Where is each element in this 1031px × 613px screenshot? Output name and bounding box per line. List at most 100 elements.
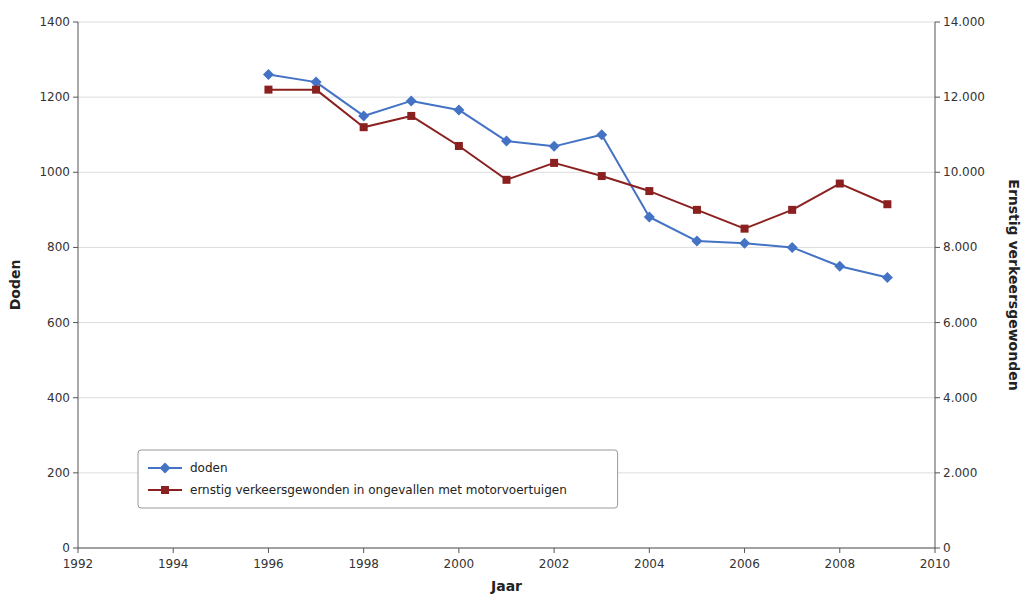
series [264,86,891,233]
y2-tick [935,548,940,549]
y2-tick [935,397,940,398]
y2-tick [935,97,940,98]
x-axis-line [78,548,935,549]
y2-tick-label: 4.000 [943,391,977,405]
grid-line [78,247,935,248]
x-tick-label: 1996 [253,557,284,571]
point [741,225,749,233]
x-tick [363,548,364,553]
point [788,206,796,214]
x-tick [744,548,745,553]
axes: 1992199419961998200020022004200620082010… [39,15,985,571]
chart: 1992199419961998200020022004200620082010… [0,0,1031,613]
point [834,261,845,272]
point [312,86,320,94]
y-tick-label: 400 [47,391,70,405]
point [739,238,750,249]
grid-line [78,322,935,323]
y2-tick [935,247,940,248]
point [836,180,844,188]
grid-line [78,548,935,549]
y-tick-label: 1000 [39,165,70,179]
point [598,172,606,180]
point [503,176,511,184]
point [264,86,272,94]
y-tick [73,247,78,248]
grid-line [78,97,935,98]
x-tick [268,548,269,553]
y-tick [73,97,78,98]
grid-line [78,397,935,398]
point [645,187,653,195]
y2-tick [935,472,940,473]
legend: dodenernstig verkeersgewonden in ongeval… [138,450,618,508]
point [550,159,558,167]
y2-tick [935,172,940,173]
point [501,136,512,147]
x-tick-label: 2010 [920,557,951,571]
y2-tick-label: 12.000 [943,90,985,104]
y2-tick-label: 8.000 [943,240,977,254]
point [883,200,891,208]
point [358,110,369,121]
point [644,211,655,222]
x-tick [78,548,79,553]
y2-axis-label: Ernstig verkeersgewonden [1006,179,1022,390]
point [360,123,368,131]
y2-tick-label: 14.000 [943,15,985,29]
x-tick-label: 2006 [729,557,760,571]
x-tick [173,548,174,553]
point [882,272,893,283]
y-tick-label: 0 [62,541,70,555]
x-axis-label: Jaar [490,578,522,594]
point [407,112,415,120]
point [787,242,798,253]
y-tick-label: 600 [47,316,70,330]
point [596,129,607,140]
x-tick-label: 2008 [825,557,856,571]
grid-line [78,172,935,173]
point [693,206,701,214]
y2-tick-label: 2.000 [943,466,977,480]
legend-marker [161,486,169,494]
point [453,104,464,115]
y2-tick [935,22,940,23]
y-axis-label: Doden [7,260,23,311]
grid [78,22,935,548]
y-tick-label: 200 [47,466,70,480]
point [549,141,560,152]
x-tick [554,548,555,553]
x-tick-label: 2004 [634,557,665,571]
point [691,236,702,247]
y2-tick-label: 0 [943,541,951,555]
grid-line [78,22,935,23]
plot-area [263,69,893,283]
x-tick-label: 2000 [444,557,475,571]
y-tick [73,397,78,398]
point [263,69,274,80]
x-tick [839,548,840,553]
y2-tick-label: 6.000 [943,316,977,330]
series-line [268,90,887,229]
x-tick [649,548,650,553]
x-tick-label: 1998 [348,557,379,571]
y-tick [73,548,78,549]
y-tick [73,322,78,323]
background [0,0,1031,613]
y-tick-label: 1200 [39,90,70,104]
y-tick-label: 800 [47,240,70,254]
legend-marker [160,463,171,474]
x-tick-label: 2002 [539,557,570,571]
y-tick [73,472,78,473]
y2-tick-label: 10.000 [943,165,985,179]
point [406,95,417,106]
legend-box [138,450,618,508]
y2-axis-line [935,22,936,548]
legend-label: ernstig verkeersgewonden in ongevallen m… [190,483,567,497]
x-tick [935,548,936,553]
series-line [268,75,887,278]
y-tick [73,172,78,173]
y-tick-label: 1400 [39,15,70,29]
y2-tick [935,322,940,323]
y-tick [73,22,78,23]
